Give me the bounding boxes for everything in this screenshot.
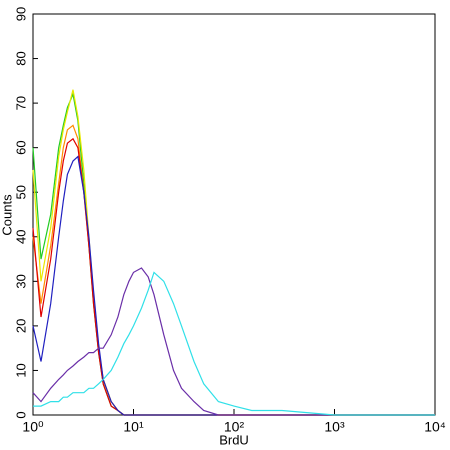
y-tick-label: 10: [13, 363, 28, 377]
histogram-line: [32, 124, 435, 416]
y-tick-label: 90: [13, 7, 28, 21]
x-tick-label: 10³: [324, 419, 345, 435]
x-tick-label: 10¹: [123, 419, 144, 435]
x-tick-label: 10²: [224, 419, 245, 435]
histogram-line: [32, 155, 435, 416]
y-tick-label: 70: [13, 96, 28, 110]
y-tick-label: 60: [13, 140, 28, 154]
y-tick-label: 0: [13, 411, 28, 418]
y-axis-label: Counts: [0, 194, 14, 236]
histogram-line: [33, 271, 435, 416]
histogram-line: [32, 267, 435, 416]
histogram-line: [32, 92, 435, 416]
x-tick-label: 10⁰: [22, 419, 44, 435]
x-axis-label: BrdU: [219, 432, 249, 447]
y-tick-label: 80: [13, 51, 28, 65]
histogram-line: [32, 89, 435, 416]
y-tick-label: 40: [13, 230, 28, 244]
histogram-line: [32, 137, 435, 416]
plot-frame: [32, 13, 436, 416]
y-tick-label: 50: [13, 185, 28, 199]
y-tick-label: 20: [13, 319, 28, 333]
x-tick-label: 10⁴: [424, 419, 446, 435]
y-tick-label: 30: [13, 274, 28, 288]
